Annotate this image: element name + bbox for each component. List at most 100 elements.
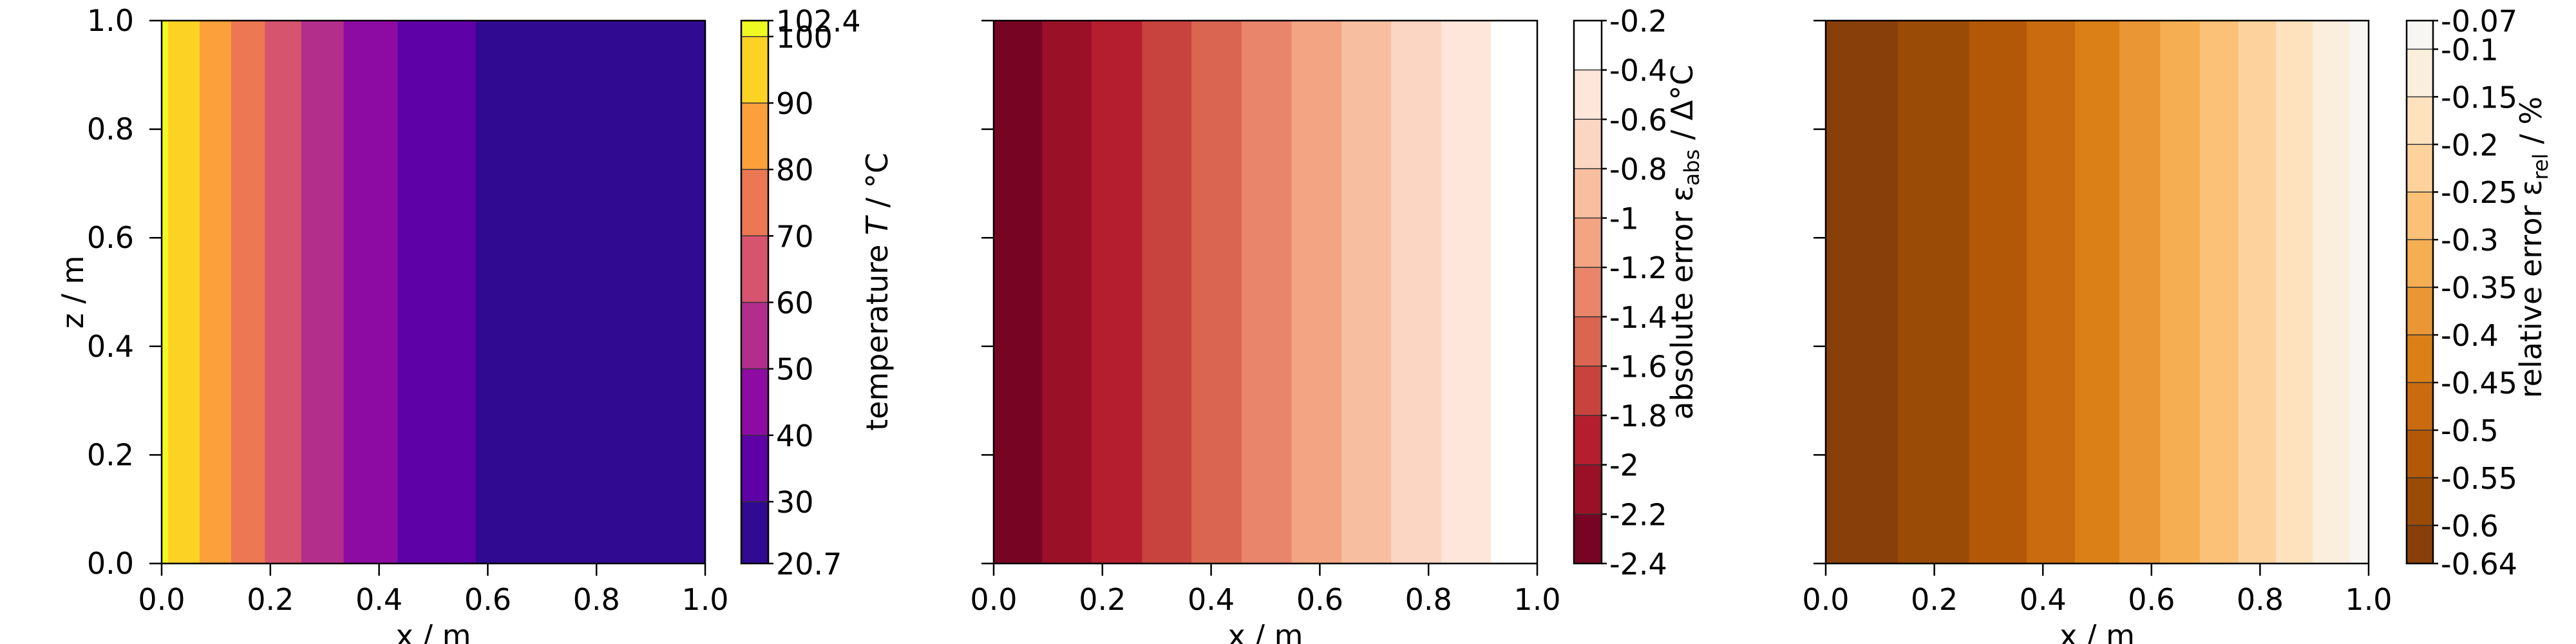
colorbar-segment bbox=[741, 36, 768, 104]
x-tick-label: 0.0 bbox=[1802, 582, 1849, 617]
colorbar-segment bbox=[741, 21, 768, 37]
x-tick-label: 0.4 bbox=[2020, 582, 2067, 617]
contour-band bbox=[1441, 21, 1492, 564]
contour-band bbox=[1341, 21, 1392, 564]
x-tick-label: 0.4 bbox=[1188, 582, 1235, 617]
colorbar-tick-label: -0.5 bbox=[2441, 413, 2499, 448]
colorbar-tick-label: -0.64 bbox=[2441, 547, 2517, 582]
y-tick-label: 0.4 bbox=[87, 329, 134, 364]
contour-band bbox=[265, 21, 302, 564]
contour-band bbox=[2238, 21, 2277, 564]
colorbar-tick-label: -0.55 bbox=[2441, 461, 2517, 496]
x-axis-ticks: 0.0 0.2 0.4 0.6 0.8 1.0 bbox=[1802, 564, 2392, 617]
contour-band bbox=[2160, 21, 2201, 564]
colorbar-segment bbox=[1574, 514, 1602, 564]
colorbar-tick-label: -2.4 bbox=[1609, 547, 1667, 582]
contour-band bbox=[2119, 21, 2161, 564]
x-tick-label: 0.0 bbox=[138, 582, 185, 617]
colorbar-segment bbox=[1574, 119, 1602, 169]
temperature-panel: 0.0 0.2 0.4 0.6 0.8 1.0 0.0 0.2 0.4 0.6 0.8 1.0 x … bbox=[55, 3, 895, 644]
plot-frame bbox=[160, 19, 706, 565]
y-axis-ticks: 0.0 0.2 0.4 0.6 0.8 1.0 bbox=[87, 3, 162, 581]
contour-band bbox=[2349, 21, 2369, 564]
x-tick-label: 1.0 bbox=[681, 582, 728, 617]
x-tick-label: 1.0 bbox=[2345, 582, 2392, 617]
temperature-contour-bands bbox=[162, 21, 706, 564]
colorbar-segment bbox=[741, 236, 768, 303]
contour-band bbox=[162, 21, 169, 564]
colorbar-segment bbox=[1574, 316, 1602, 366]
colorbar-tick-label: 50 bbox=[776, 352, 814, 387]
colorbar-segment bbox=[2407, 97, 2433, 145]
colorbar-tick-label: -0.4 bbox=[2441, 318, 2499, 353]
x-axis-ticks: 0.0 0.2 0.4 0.6 0.8 1.0 bbox=[970, 564, 1561, 617]
x-tick-label: 0.2 bbox=[1911, 582, 1958, 617]
colorbar-frame bbox=[2405, 19, 2434, 565]
colorbar-segment bbox=[1574, 168, 1602, 219]
contour-band bbox=[343, 21, 398, 564]
colorbar-tick-label: -0.2 bbox=[1609, 4, 1667, 39]
absolute-error-contour-bands bbox=[994, 21, 1538, 564]
colorbar-tick-label: -0.15 bbox=[2441, 80, 2517, 115]
x-tick-label: 0.8 bbox=[2237, 582, 2284, 617]
absolute-error-panel: 0.0 0.2 0.4 0.6 0.8 1.0 x / m -2.4-2.2-2-1.8-… bbox=[970, 4, 1704, 644]
contour-band bbox=[2199, 21, 2239, 564]
contour-band bbox=[231, 21, 265, 564]
contour-band bbox=[2074, 21, 2120, 564]
x-tick-label: 0.4 bbox=[355, 582, 402, 617]
colorbar-segment bbox=[2407, 287, 2433, 336]
contour-band bbox=[2313, 21, 2350, 564]
colorbar-tick-label: -1 bbox=[1609, 202, 1639, 236]
colorbar-segment bbox=[2407, 49, 2433, 97]
colorbar-segment bbox=[2407, 335, 2433, 383]
y-tick-label: 0.6 bbox=[87, 220, 134, 255]
x-axis-label: x / m bbox=[2060, 618, 2135, 644]
contour-band bbox=[475, 21, 706, 564]
colorbar-segment bbox=[741, 102, 768, 170]
contour-band bbox=[1898, 21, 1970, 564]
colorbar-tick-label: -1.6 bbox=[1609, 349, 1667, 384]
y-axis-label: z / m bbox=[55, 256, 90, 329]
colorbar-tick-label: 90 bbox=[776, 86, 814, 121]
contour-band bbox=[2026, 21, 2076, 564]
colorbar-segment bbox=[2407, 383, 2433, 431]
colorbar-segment bbox=[1574, 70, 1602, 120]
colorbar-segment bbox=[741, 502, 768, 564]
x-tick-label: 0.8 bbox=[1405, 582, 1452, 617]
contour-band bbox=[168, 21, 200, 564]
colorbar-segment bbox=[2407, 21, 2433, 50]
colorbar-tick-label: -0.2 bbox=[2441, 128, 2499, 162]
x-tick-label: 0.6 bbox=[2128, 582, 2175, 617]
plot-frame bbox=[1824, 19, 2370, 565]
colorbar-tick-label: -0.3 bbox=[2441, 223, 2499, 258]
x-tick-label: 0.2 bbox=[1079, 582, 1126, 617]
colorbar-tick-label: 30 bbox=[776, 485, 814, 520]
y-tick-label: 0.2 bbox=[87, 437, 134, 472]
plot-frame bbox=[992, 19, 1539, 565]
contour-band bbox=[1241, 21, 1293, 564]
x-tick-label: 1.0 bbox=[1513, 582, 1560, 617]
colorbar-label: temperature T / °C bbox=[860, 153, 895, 431]
x-tick-label: 0.2 bbox=[247, 582, 294, 617]
colorbar-segment bbox=[741, 368, 768, 436]
colorbar-segment bbox=[1574, 267, 1602, 317]
colorbar-tick-label: 102.4 bbox=[776, 4, 861, 39]
colorbar-tick-label: 100 bbox=[776, 20, 833, 55]
relative-error-contour-bands bbox=[1826, 21, 2369, 564]
colorbar-segment bbox=[1574, 464, 1602, 515]
colorbar-tick-label: -0.45 bbox=[2441, 366, 2517, 401]
colorbar-segment bbox=[2407, 477, 2433, 526]
y-axis-ticks bbox=[1814, 19, 1826, 565]
x-axis-label: x / m bbox=[1228, 618, 1303, 644]
contour-band bbox=[1826, 21, 1899, 564]
relative-error-panel: 0.0 0.2 0.4 0.6 0.8 1.0 x / m -0.64-0.6-0.55-… bbox=[1802, 4, 2553, 644]
y-tick-label: 1.0 bbox=[87, 3, 134, 38]
x-tick-label: 0.8 bbox=[573, 582, 620, 617]
colorbar-tick-label: -0.07 bbox=[2441, 4, 2517, 39]
y-tick-label: 0.0 bbox=[87, 546, 134, 581]
contour-band bbox=[994, 21, 1043, 564]
contour-band bbox=[397, 21, 477, 564]
colorbar-tick-label: 20.7 bbox=[776, 547, 842, 582]
colorbar-tick-label: -1.8 bbox=[1609, 399, 1667, 433]
